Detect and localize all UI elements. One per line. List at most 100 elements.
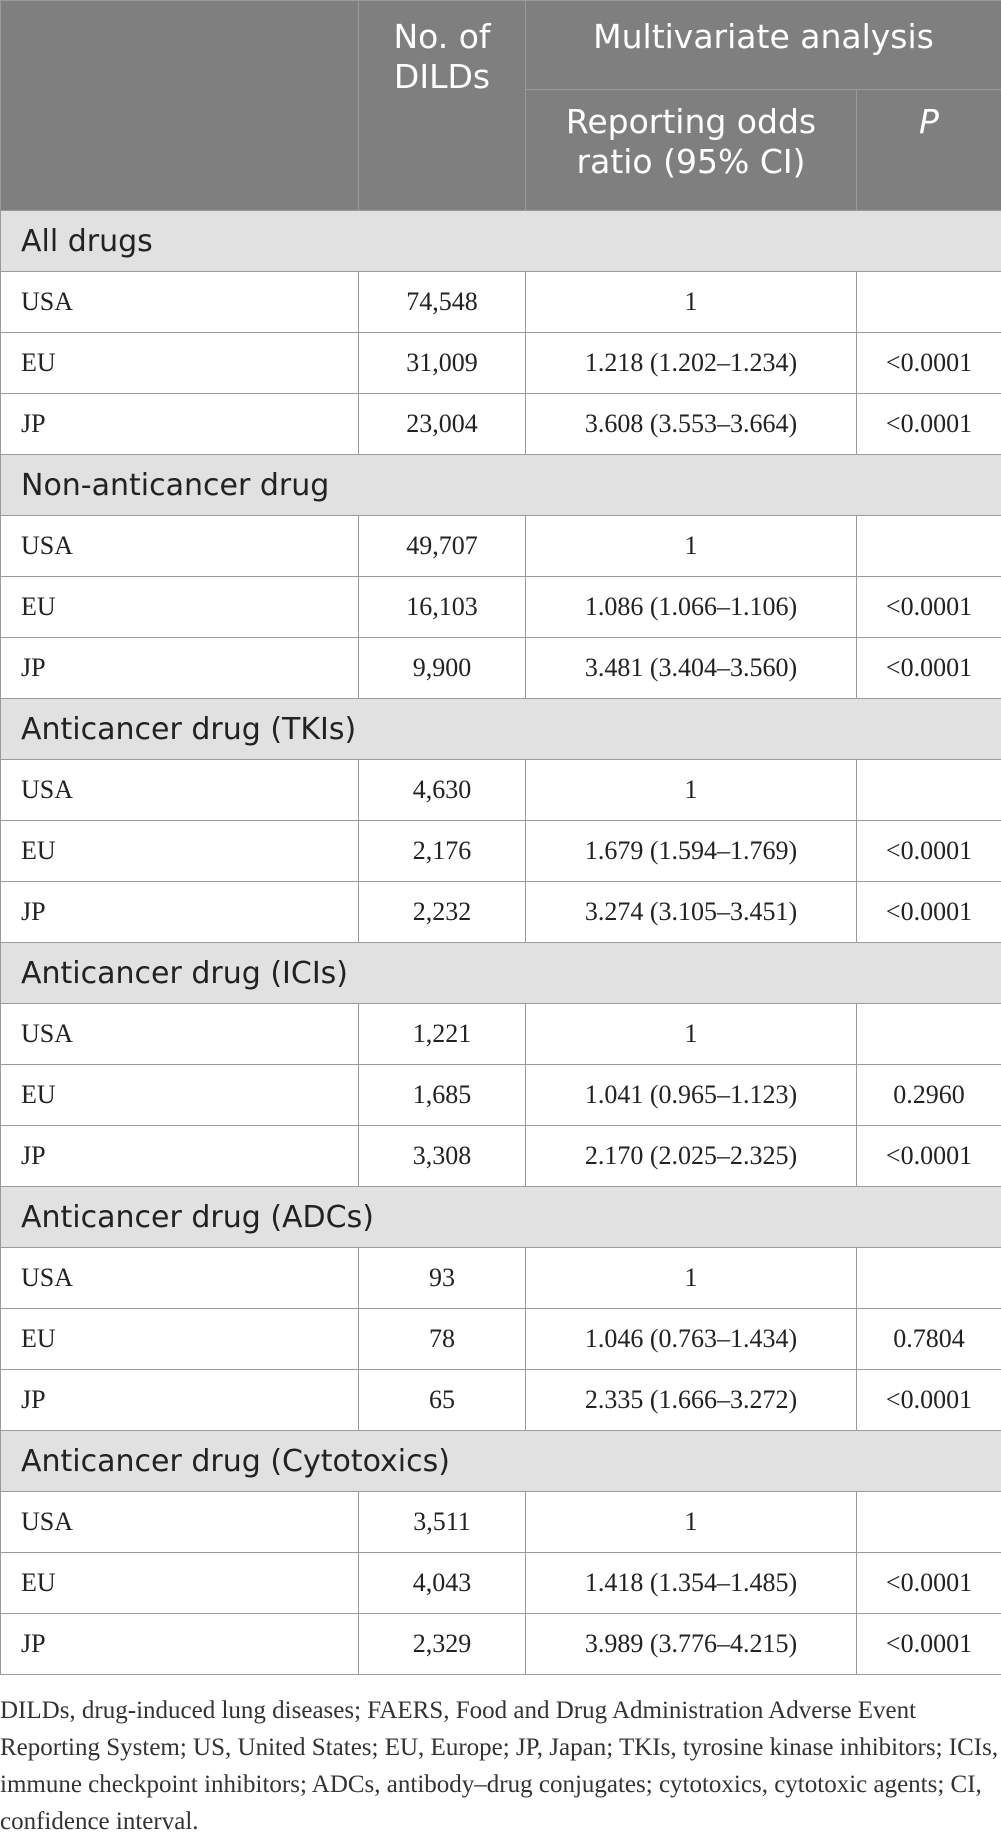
count-cell: 9,900 — [358, 637, 526, 699]
count-cell: 49,707 — [358, 515, 526, 577]
ror-cell: 1.418 (1.354–1.485) — [525, 1552, 857, 1614]
ror-cell: 1.086 (1.066–1.106) — [525, 576, 857, 638]
region-cell: USA — [0, 1247, 359, 1309]
ror-cell: 1 — [525, 1003, 857, 1065]
count-cell: 65 — [358, 1369, 526, 1431]
region-cell: JP — [0, 1613, 359, 1675]
region-cell: USA — [0, 271, 359, 333]
p-value-cell: <0.0001 — [856, 820, 1001, 882]
header-multivariate-analysis: Multivariate analysis — [525, 0, 1001, 90]
p-value-cell — [856, 271, 1001, 333]
group-row: Anticancer drug (ICIs) — [0, 942, 1001, 1004]
p-value-cell: <0.0001 — [856, 1369, 1001, 1431]
group-row: All drugs — [0, 210, 1001, 272]
count-cell: 93 — [358, 1247, 526, 1309]
ror-cell: 3.481 (3.404–3.560) — [525, 637, 857, 699]
ror-cell: 2.335 (1.666–3.272) — [525, 1369, 857, 1431]
region-cell: JP — [0, 637, 359, 699]
group-row: Anticancer drug (ADCs) — [0, 1186, 1001, 1248]
table-row: USA 4,630 1 — [0, 759, 1001, 821]
table-row: EU 16,103 1.086 (1.066–1.106) <0.0001 — [0, 576, 1001, 638]
region-cell: EU — [0, 576, 359, 638]
group-title: Anticancer drug (Cytotoxics) — [0, 1430, 1001, 1492]
p-value-cell: <0.0001 — [856, 332, 1001, 394]
table-row: EU 4,043 1.418 (1.354–1.485) <0.0001 — [0, 1552, 1001, 1614]
group-row: Anticancer drug (TKIs) — [0, 698, 1001, 760]
p-value-cell: <0.0001 — [856, 881, 1001, 943]
ror-cell: 1.046 (0.763–1.434) — [525, 1308, 857, 1370]
count-cell: 2,232 — [358, 881, 526, 943]
group-title: Anticancer drug (TKIs) — [0, 698, 1001, 760]
p-value-cell: <0.0001 — [856, 576, 1001, 638]
ror-cell: 3.608 (3.553–3.664) — [525, 393, 857, 455]
count-cell: 1,685 — [358, 1064, 526, 1126]
region-cell: EU — [0, 1552, 359, 1614]
count-cell: 4,043 — [358, 1552, 526, 1614]
p-value-cell — [856, 1247, 1001, 1309]
ror-cell: 1 — [525, 271, 857, 333]
p-value-cell — [856, 1491, 1001, 1553]
table-row: JP 3,308 2.170 (2.025–2.325) <0.0001 — [0, 1125, 1001, 1187]
region-cell: JP — [0, 393, 359, 455]
region-cell: EU — [0, 820, 359, 882]
table-row: EU 1,685 1.041 (0.965–1.123) 0.2960 — [0, 1064, 1001, 1126]
region-cell: USA — [0, 1491, 359, 1553]
ror-cell: 1 — [525, 759, 857, 821]
region-cell: EU — [0, 1308, 359, 1370]
count-cell: 78 — [358, 1308, 526, 1370]
region-cell: JP — [0, 1125, 359, 1187]
ror-cell: 3.274 (3.105–3.451) — [525, 881, 857, 943]
ror-cell: 1 — [525, 1247, 857, 1309]
group-row: Anticancer drug (Cytotoxics) — [0, 1430, 1001, 1492]
table-footnote: DILDs, drug-induced lung diseases; FAERS… — [0, 1697, 999, 1835]
count-cell: 3,308 — [358, 1125, 526, 1187]
count-cell: 74,548 — [358, 271, 526, 333]
header-p-value: P — [856, 89, 1001, 211]
p-value-cell — [856, 1003, 1001, 1065]
table-row: USA 93 1 — [0, 1247, 1001, 1309]
count-cell: 2,329 — [358, 1613, 526, 1675]
p-value-cell: 0.7804 — [856, 1308, 1001, 1370]
count-cell: 16,103 — [358, 576, 526, 638]
header-blank-cell — [0, 0, 359, 211]
table-row: EU 2,176 1.679 (1.594–1.769) <0.0001 — [0, 820, 1001, 882]
table-row: USA 1,221 1 — [0, 1003, 1001, 1065]
table-row: JP 2,329 3.989 (3.776–4.215) <0.0001 — [0, 1613, 1001, 1675]
region-cell: USA — [0, 759, 359, 821]
ror-cell: 3.989 (3.776–4.215) — [525, 1613, 857, 1675]
ror-cell: 1.679 (1.594–1.769) — [525, 820, 857, 882]
ror-cell: 1.218 (1.202–1.234) — [525, 332, 857, 394]
group-title: Anticancer drug (ADCs) — [0, 1186, 1001, 1248]
region-cell: EU — [0, 1064, 359, 1126]
group-title: Non-anticancer drug — [0, 454, 1001, 516]
count-cell: 4,630 — [358, 759, 526, 821]
group-row: Non-anticancer drug — [0, 454, 1001, 516]
region-cell: USA — [0, 515, 359, 577]
count-cell: 31,009 — [358, 332, 526, 394]
ror-cell: 1 — [525, 1491, 857, 1553]
p-value-cell: <0.0001 — [856, 637, 1001, 699]
ror-cell: 1 — [525, 515, 857, 577]
count-cell: 1,221 — [358, 1003, 526, 1065]
table-row: JP 23,004 3.608 (3.553–3.664) <0.0001 — [0, 393, 1001, 455]
p-value-cell: 0.2960 — [856, 1064, 1001, 1126]
region-cell: JP — [0, 1369, 359, 1431]
table-row: JP 2,232 3.274 (3.105–3.451) <0.0001 — [0, 881, 1001, 943]
region-cell: EU — [0, 332, 359, 394]
header-reporting-odds-ratio: Reporting odds ratio (95% CI) — [525, 89, 857, 211]
table-body: All drugs USA 74,548 1 EU 31,009 1.218 (1.202–… — [0, 210, 1001, 1675]
p-value-cell — [856, 515, 1001, 577]
table-row: EU 78 1.046 (0.763–1.434) 0.7804 — [0, 1308, 1001, 1370]
count-cell: 2,176 — [358, 820, 526, 882]
count-cell: 23,004 — [358, 393, 526, 455]
region-cell: JP — [0, 881, 359, 943]
table-row: JP 65 2.335 (1.666–3.272) <0.0001 — [0, 1369, 1001, 1431]
group-title: All drugs — [0, 210, 1001, 272]
group-title: Anticancer drug (ICIs) — [0, 942, 1001, 1004]
p-value-cell: <0.0001 — [856, 393, 1001, 455]
ror-cell: 2.170 (2.025–2.325) — [525, 1125, 857, 1187]
table-row: USA 3,511 1 — [0, 1491, 1001, 1553]
table-header: No. of DILDs Multivariate analysis Report… — [0, 0, 1001, 211]
p-value-cell: <0.0001 — [856, 1613, 1001, 1675]
header-no-of-dilds: No. of DILDs — [358, 0, 526, 211]
